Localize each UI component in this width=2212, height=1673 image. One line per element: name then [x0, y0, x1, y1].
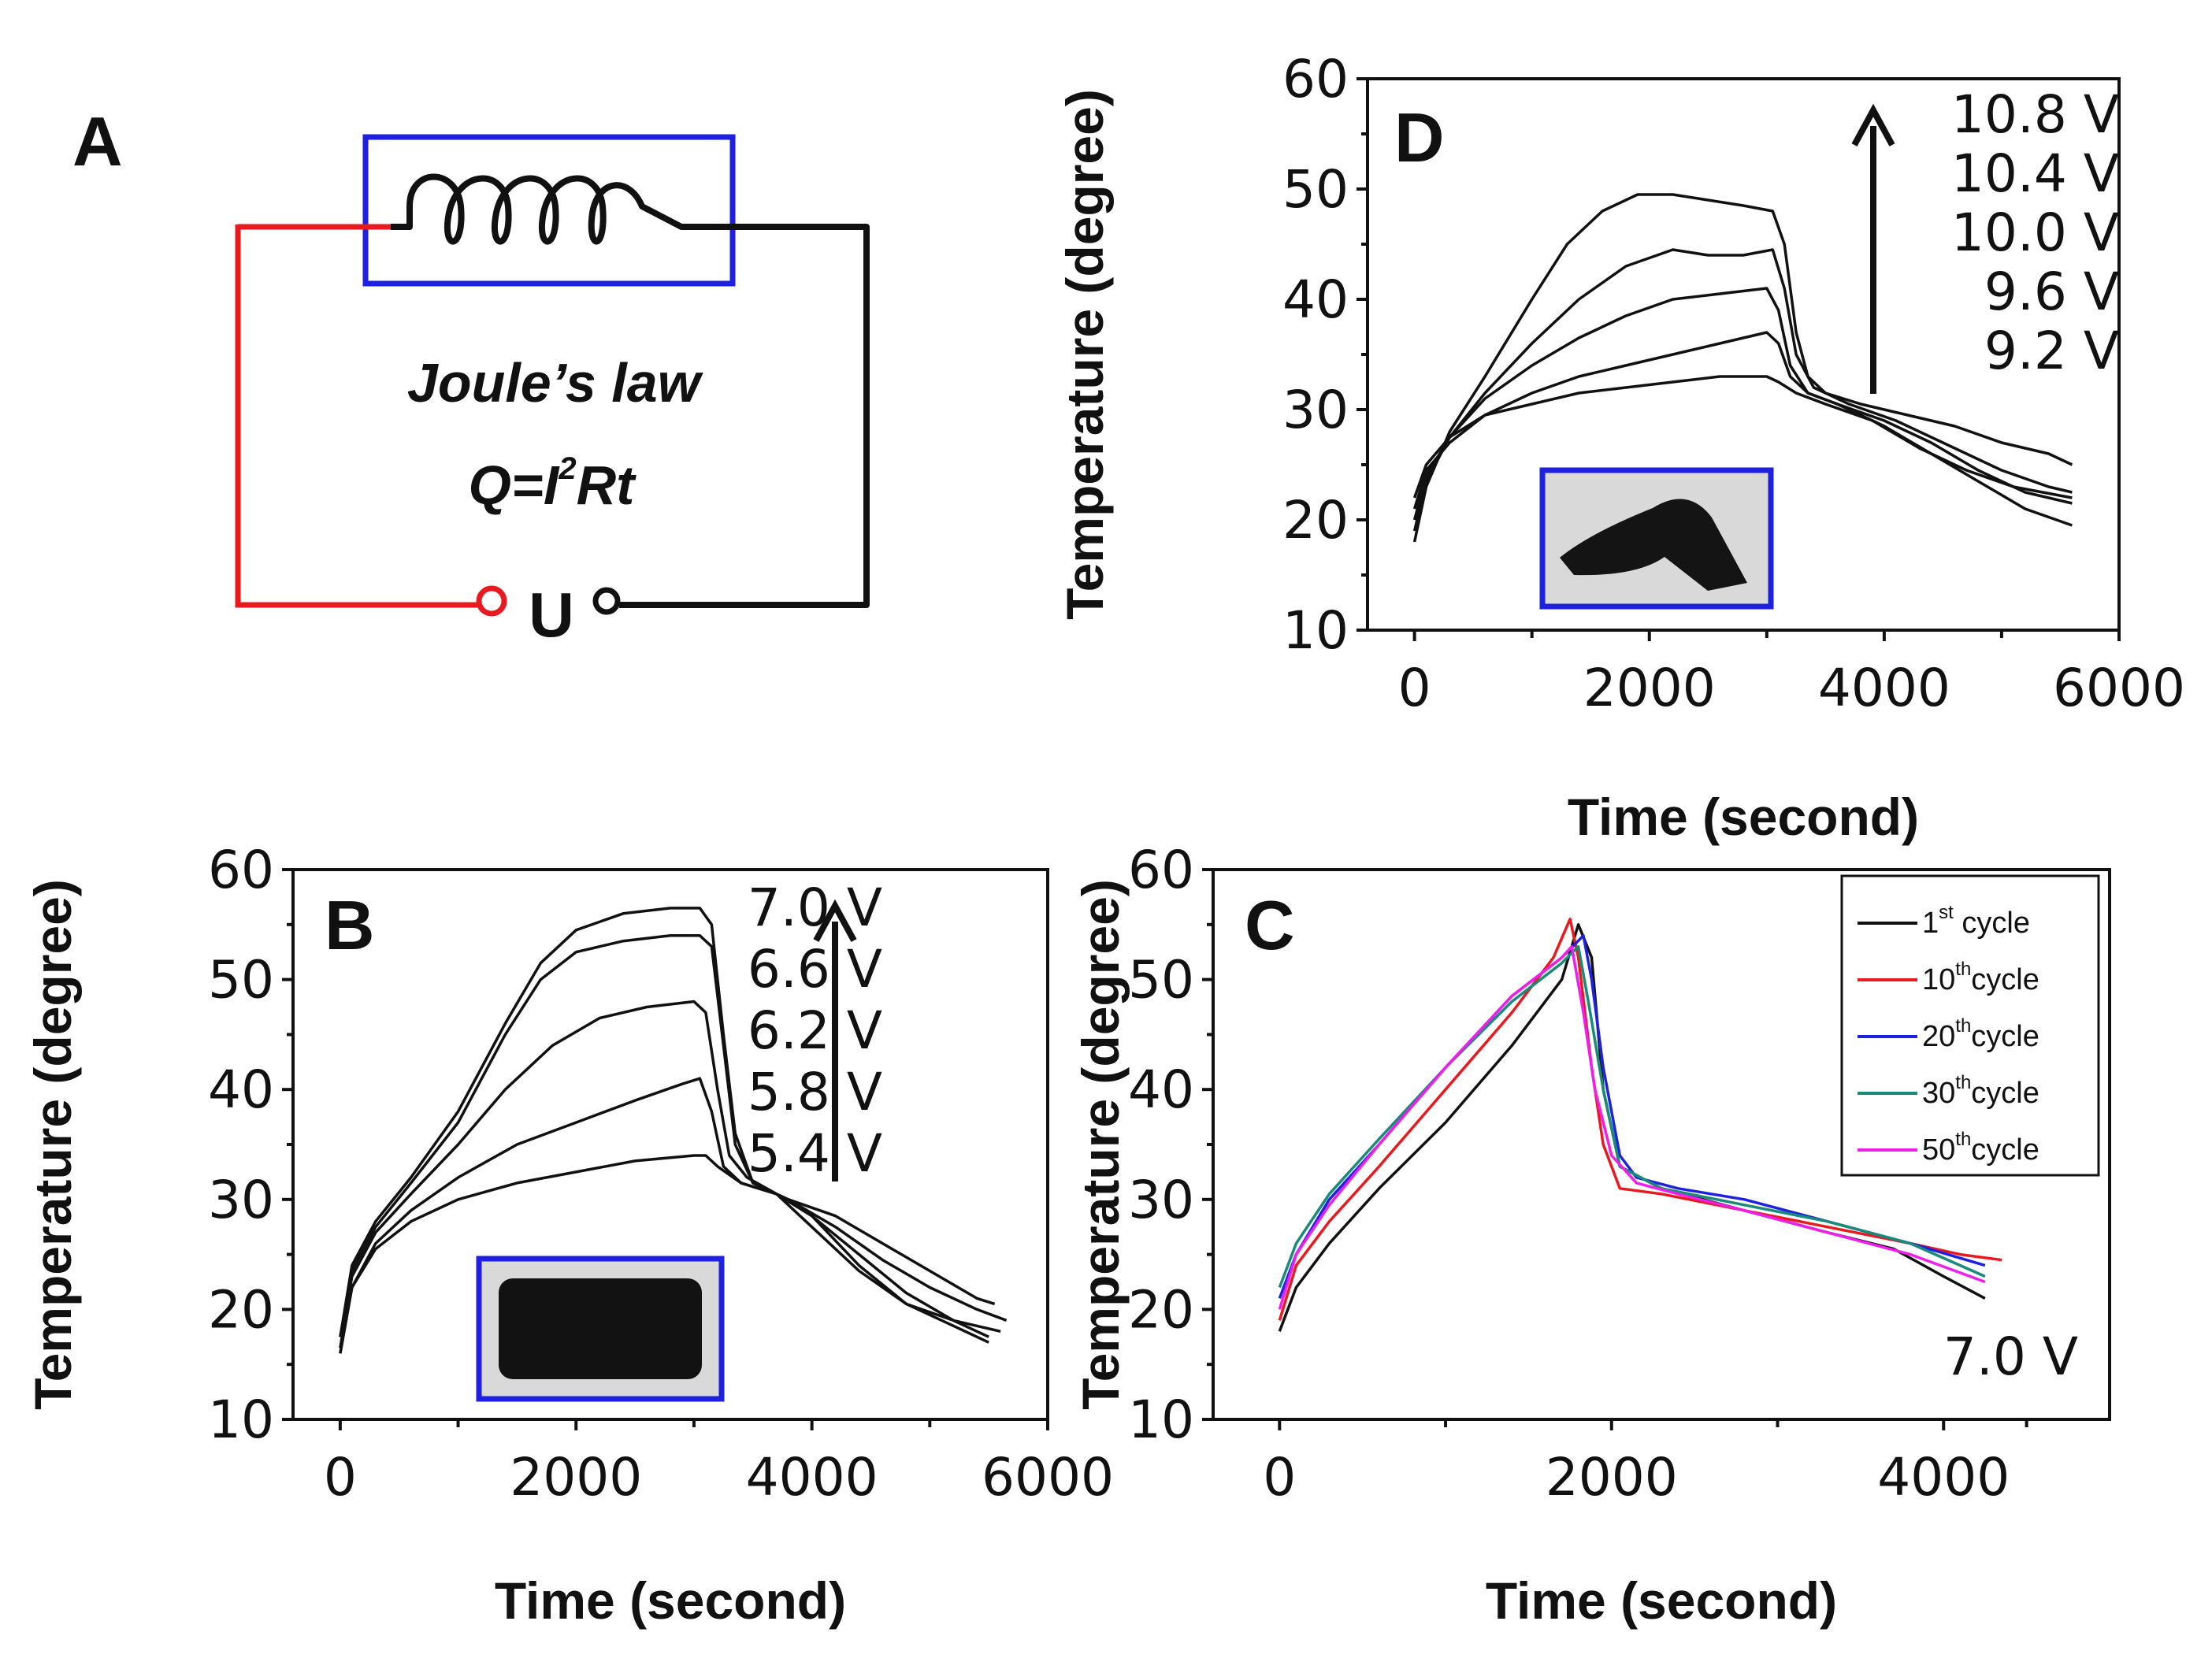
y-tick-label-b: 20	[208, 1279, 274, 1340]
y-tick-label-c: 30	[1128, 1170, 1194, 1230]
y-tick-label-c: 50	[1128, 950, 1194, 1011]
voltage-label-d: 9.2 V	[1984, 321, 2119, 381]
joule-formula: Q=I2Rt	[469, 451, 637, 516]
y-tick-label-b: 40	[208, 1059, 274, 1120]
law-name: Joule’s law	[407, 352, 704, 414]
voltage-annotation-c: 7.0 V	[1943, 1326, 2078, 1387]
arrow-head-icon	[1851, 103, 1895, 147]
x-tick-label-d: 2000	[1583, 658, 1716, 718]
y-tick-label-d: 50	[1282, 159, 1349, 220]
x-tick-label-c: 0	[1263, 1447, 1296, 1508]
panel-label-b: B	[325, 886, 375, 964]
positive-terminal-icon	[476, 585, 507, 617]
series-line-c-2	[1278, 918, 2002, 1321]
legend-entry: 20thcycle	[1922, 1015, 2039, 1053]
x-tick-label-c: 2000	[1546, 1447, 1678, 1508]
x-axis-title-b: Time (second)	[495, 1571, 846, 1630]
y-tick-label-c: 40	[1128, 1059, 1194, 1120]
y-tick-label-c: 60	[1128, 840, 1194, 900]
y-tick-label-d: 30	[1282, 380, 1349, 440]
negative-terminal-icon	[592, 587, 621, 615]
series-line-b-2	[339, 934, 1008, 1337]
voltage-label-d: 10.8 V	[1951, 84, 2119, 145]
legend-entry: 1st cycle	[1922, 902, 2030, 940]
x-tick-label-b: 2000	[510, 1447, 642, 1508]
x-tick-label-b: 4000	[746, 1447, 878, 1508]
voltage-label-d: 10.4 V	[1951, 143, 2119, 204]
legend-entry: 10thcycle	[1922, 959, 2039, 996]
series-line-c-5	[1278, 944, 1986, 1310]
y-tick-label-c: 10	[1128, 1389, 1194, 1450]
x-tick-label-d: 0	[1398, 658, 1431, 718]
y-tick-label-b: 60	[208, 840, 274, 900]
y-tick-label-c: 20	[1128, 1279, 1194, 1340]
series-line-d-2	[1412, 248, 2073, 532]
series-line-b-3	[339, 1000, 1001, 1348]
series-line-b-4	[339, 1077, 989, 1354]
y-axis-title-c: Temperature (degree)	[1071, 879, 1130, 1410]
x-axis-title-c: Time (second)	[1486, 1571, 1837, 1630]
voltage-label-b: 6.6 V	[748, 939, 882, 1000]
series-line-b-1	[339, 907, 996, 1337]
series-line-d-3	[1412, 287, 2073, 521]
series-line-c-4	[1278, 944, 1986, 1289]
coil-icon	[391, 173, 870, 608]
panel-c-chart: 10 20 30 40 50 60 0 2000 4000 Time (second) Temper…	[1071, 840, 2111, 1630]
y-axis-title-d: Temperature (degree)	[1056, 89, 1114, 620]
x-tick-label-c: 4000	[1877, 1447, 2010, 1508]
series-line-d-1	[1412, 193, 2073, 543]
panel-label-d: D	[1394, 98, 1445, 176]
positive-wire	[235, 224, 479, 608]
panel-label-c: C	[1245, 886, 1295, 964]
voltage-label-b: 5.8 V	[748, 1062, 882, 1122]
y-axis-title-b: Temperature (degree)	[24, 879, 82, 1410]
arrow-head-icon	[813, 899, 857, 942]
panel-a-circuit: A U Joule’s law Q=I2Rt	[72, 102, 870, 650]
y-tick-label-d: 40	[1282, 269, 1349, 330]
voltage-label-b: 5.4 V	[748, 1123, 882, 1184]
x-tick-label-b: 0	[324, 1447, 357, 1508]
voltage-label-b: 7.0 V	[748, 877, 882, 938]
y-tick-label-b: 10	[208, 1389, 274, 1450]
legend-box	[1840, 874, 2100, 1177]
y-tick-label-d: 20	[1282, 490, 1349, 551]
heater-frame	[362, 134, 736, 287]
panel-b-chart: 10 20 30 40 50 60 0 2000 4000 6000 Time (second) Te…	[24, 840, 1114, 1630]
y-tick-label-b: 50	[208, 950, 274, 1011]
voltage-label-d: 10.0 V	[1951, 202, 2119, 263]
source-label: U	[529, 580, 574, 650]
x-tick-label-d: 6000	[2053, 658, 2185, 718]
sample-v-block-icon	[1560, 499, 1747, 591]
x-axis-title-d: Time (second)	[1568, 788, 1919, 846]
voltage-label-b: 6.2 V	[748, 1000, 882, 1061]
legend-entry: 30thcycle	[1922, 1072, 2039, 1110]
x-tick-label-b: 6000	[982, 1447, 1114, 1508]
panel-d-chart: 10 20 30 40 50 60 0 2000 4000 6000 Time (second) Te…	[1056, 49, 2185, 846]
voltage-label-d: 9.6 V	[1984, 262, 2119, 322]
series-line-d-5	[1412, 375, 2073, 499]
y-tick-label-d: 10	[1282, 600, 1349, 661]
sample-block-icon	[499, 1278, 702, 1379]
y-tick-label-d: 60	[1282, 49, 1349, 109]
legend-entry: 50thcycle	[1922, 1129, 2039, 1167]
series-line-b-5	[339, 1154, 989, 1354]
y-tick-label-b: 30	[208, 1170, 274, 1230]
x-tick-label-d: 4000	[1818, 658, 1950, 718]
panel-label-a: A	[72, 102, 123, 180]
